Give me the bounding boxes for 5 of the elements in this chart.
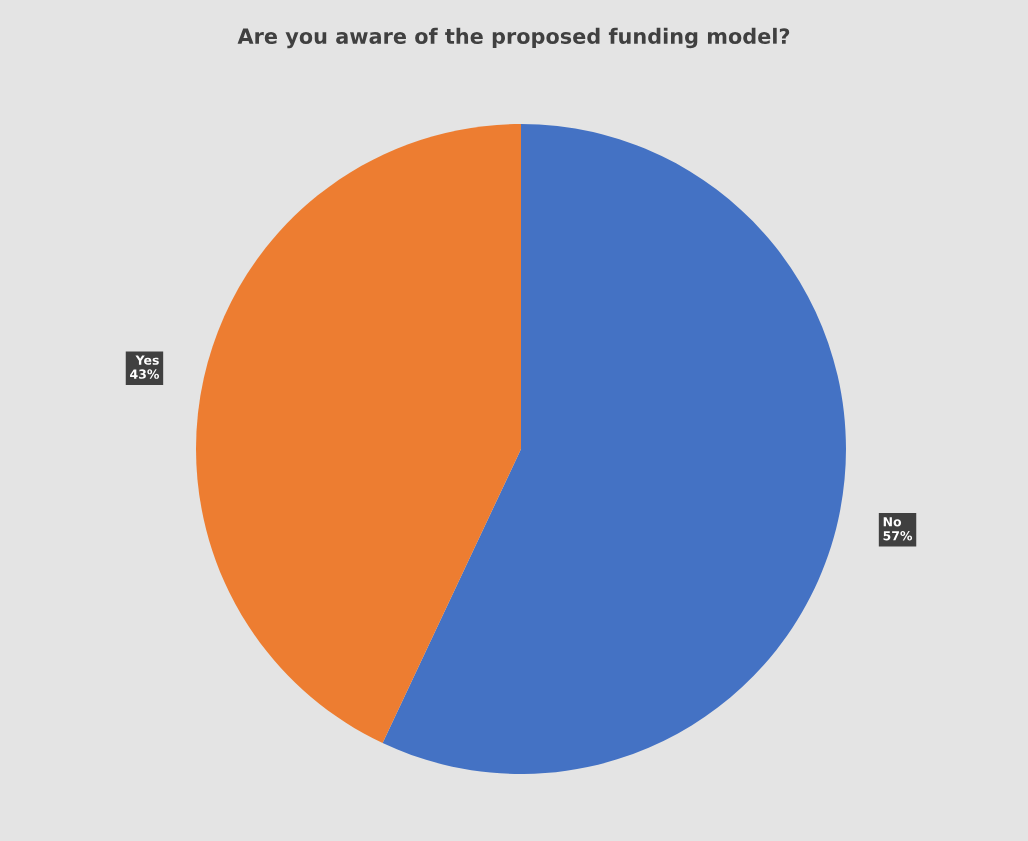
data-label: 43%: [130, 369, 160, 379]
data-label: 57%: [883, 530, 913, 541]
chart-title: Are you aware of the proposed funding model?: [237, 27, 790, 49]
slice-label: No: [883, 517, 902, 527]
slice-label: Yes: [135, 355, 159, 365]
